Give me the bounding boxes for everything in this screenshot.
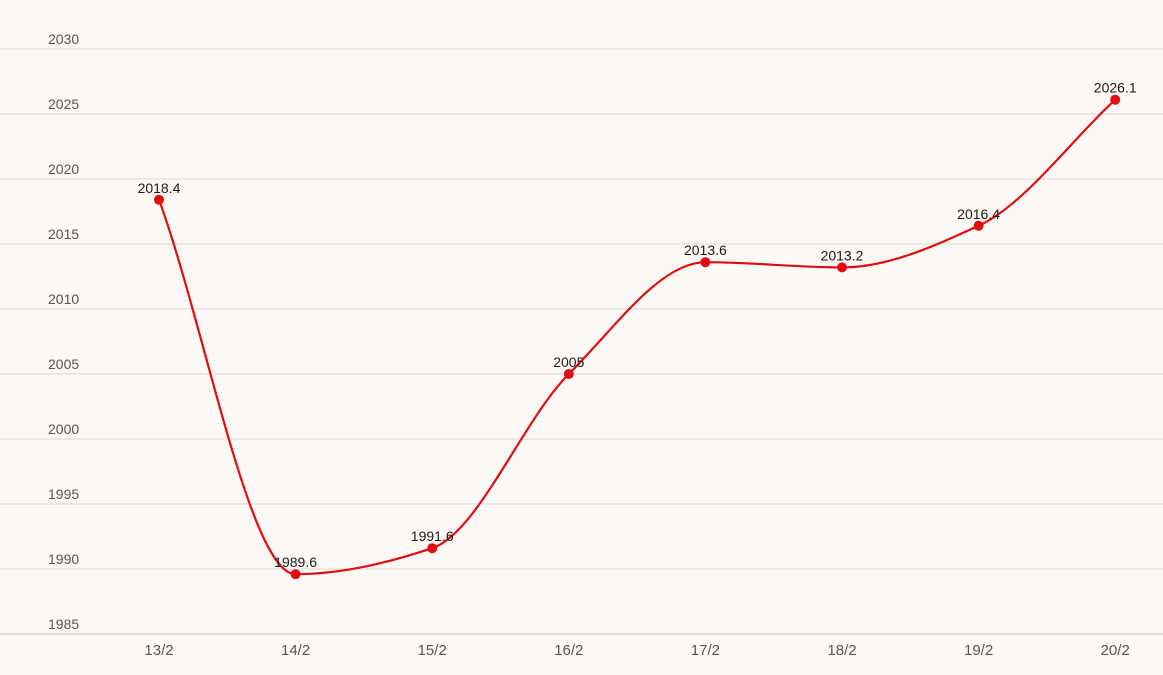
y-tick-label: 1990 <box>48 551 79 567</box>
y-tick-label: 2010 <box>48 291 79 307</box>
data-label: 2013.2 <box>821 247 864 263</box>
data-point <box>700 257 711 268</box>
y-tick-label: 1985 <box>48 616 79 632</box>
x-axis-ticks: 13/2 14/2 15/2 16/2 17/2 18/2 19/2 20/2 <box>144 642 1129 659</box>
data-label: 2013.6 <box>684 242 727 258</box>
data-label: 2005 <box>553 354 584 370</box>
y-tick-label: 1995 <box>48 486 79 502</box>
data-labels: 2018.4 1989.6 1991.6 2005 2013.6 2013.2 2016.4… <box>138 80 1137 571</box>
data-label: 2018.4 <box>138 180 181 196</box>
y-tick-label: 2025 <box>48 96 79 112</box>
data-point <box>837 262 847 273</box>
x-tick-label: 20/2 <box>1101 642 1130 659</box>
series-line <box>157 98 1117 576</box>
x-tick-label: 14/2 <box>281 642 310 659</box>
gridlines <box>0 48 1163 635</box>
series-line-layer <box>157 98 1117 576</box>
data-point <box>290 569 301 580</box>
x-tick-label: 17/2 <box>691 642 720 659</box>
y-axis-ticks: 1985 1990 1995 2000 2005 2010 2015 2020 2025 2030 <box>48 31 79 632</box>
x-tick-label: 18/2 <box>827 642 856 659</box>
y-tick-label: 2020 <box>48 161 79 177</box>
x-tick-label: 15/2 <box>418 642 447 659</box>
data-label: 2016.4 <box>957 206 1000 222</box>
data-point <box>563 369 574 379</box>
data-point <box>1110 94 1121 105</box>
data-markers <box>154 94 1121 580</box>
y-tick-label: 2015 <box>48 226 79 242</box>
y-tick-label: 2000 <box>48 421 79 437</box>
data-point <box>154 194 164 205</box>
data-label: 2026.1 <box>1094 80 1137 96</box>
data-point <box>973 220 984 231</box>
data-point <box>427 543 438 554</box>
x-tick-label: 16/2 <box>554 642 583 659</box>
data-label: 1991.6 <box>411 528 454 544</box>
x-tick-label: 13/2 <box>144 642 173 659</box>
data-label: 1989.6 <box>274 554 317 570</box>
y-tick-label: 2030 <box>48 31 79 47</box>
x-tick-label: 19/2 <box>964 642 993 659</box>
y-tick-label: 2005 <box>48 356 79 372</box>
